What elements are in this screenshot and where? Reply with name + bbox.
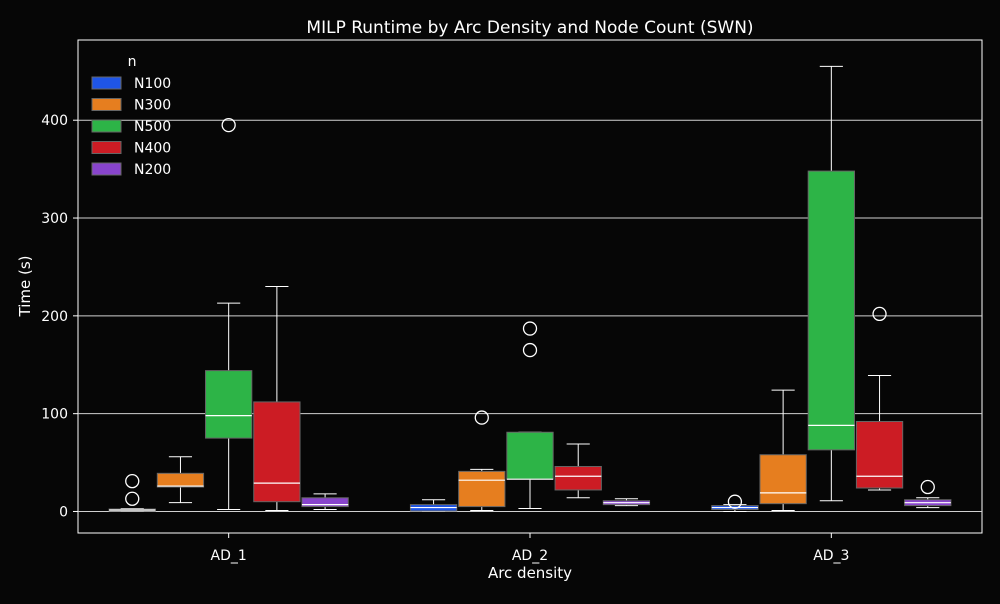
box-n200-ad_3 <box>904 479 952 509</box>
box-n100-ad_3 <box>711 494 759 512</box>
box-iqr <box>554 465 602 491</box>
outlier-point <box>125 491 140 506</box>
outlier-point <box>221 117 236 133</box>
legend-swatch-n200 <box>91 162 122 176</box>
outlier-point <box>125 474 140 489</box>
box-groups <box>108 65 952 512</box>
legend-label-n200: N200 <box>134 162 171 178</box>
box-iqr <box>759 454 807 505</box>
box-iqr <box>458 470 506 508</box>
box-n300-ad_1 <box>156 456 205 504</box>
legend-label-n100: N100 <box>134 76 171 92</box>
legend-swatch-n100 <box>91 76 122 90</box>
x-axis: AD_1 AD_2 AD_3 <box>211 533 849 564</box>
box-n400-ad_3 <box>855 306 904 491</box>
legend-title: n <box>128 54 137 70</box>
box-n100-ad_2 <box>409 499 458 512</box>
box-n500-ad_2 <box>506 321 554 510</box>
box-iqr <box>253 401 301 503</box>
box-iqr <box>807 170 855 451</box>
x-tick-label: AD_1 <box>211 548 247 564</box>
outlier-point <box>522 342 538 358</box>
box-n400-ad_2 <box>554 443 602 499</box>
outlier-point <box>920 479 935 495</box>
y-tick-label: 300 <box>41 211 68 227</box>
legend-label-n500: N500 <box>134 119 171 135</box>
y-axis: 0 100 200 300 400 <box>41 113 78 520</box>
box-iqr <box>506 431 554 480</box>
box-iqr <box>301 497 349 508</box>
box-iqr <box>855 420 904 489</box>
box-n300-ad_3 <box>759 389 807 512</box>
outlier-point <box>872 306 887 322</box>
legend-label-n400: N400 <box>134 141 171 157</box>
legend-swatch-n300 <box>91 98 122 111</box>
x-axis-label: Arc density <box>488 564 572 582</box>
outlier-point <box>522 321 538 336</box>
chart-title: MILP Runtime by Arc Density and Node Cou… <box>306 18 753 38</box>
legend-swatch-n400 <box>91 141 122 154</box>
legend-swatch-n500 <box>91 119 122 133</box>
box-n400-ad_1 <box>253 286 301 512</box>
y-tick-label: 400 <box>41 113 68 129</box>
box-n200-ad_2 <box>602 498 651 507</box>
box-iqr <box>156 472 205 488</box>
y-tick-label: 100 <box>41 407 68 423</box>
box-n200-ad_1 <box>301 493 349 511</box>
y-tick-label: 0 <box>59 504 68 520</box>
x-tick-label: AD_3 <box>813 548 849 564</box>
y-axis-label: Time (s) <box>16 256 34 318</box>
box-n500-ad_3 <box>807 65 855 502</box>
box-iqr <box>205 370 253 439</box>
legend: n N100 N300 N500 N400 N200 <box>91 54 171 178</box>
x-tick-label: AD_2 <box>512 548 548 564</box>
legend-label-n300: N300 <box>134 98 171 114</box>
y-tick-label: 200 <box>41 309 68 325</box>
outlier-point <box>474 410 489 425</box>
box-n300-ad_2 <box>458 410 506 512</box>
box-n100-ad_1 <box>108 474 156 512</box>
outlier-point <box>727 494 743 509</box>
box-n500-ad_1 <box>205 117 253 511</box>
